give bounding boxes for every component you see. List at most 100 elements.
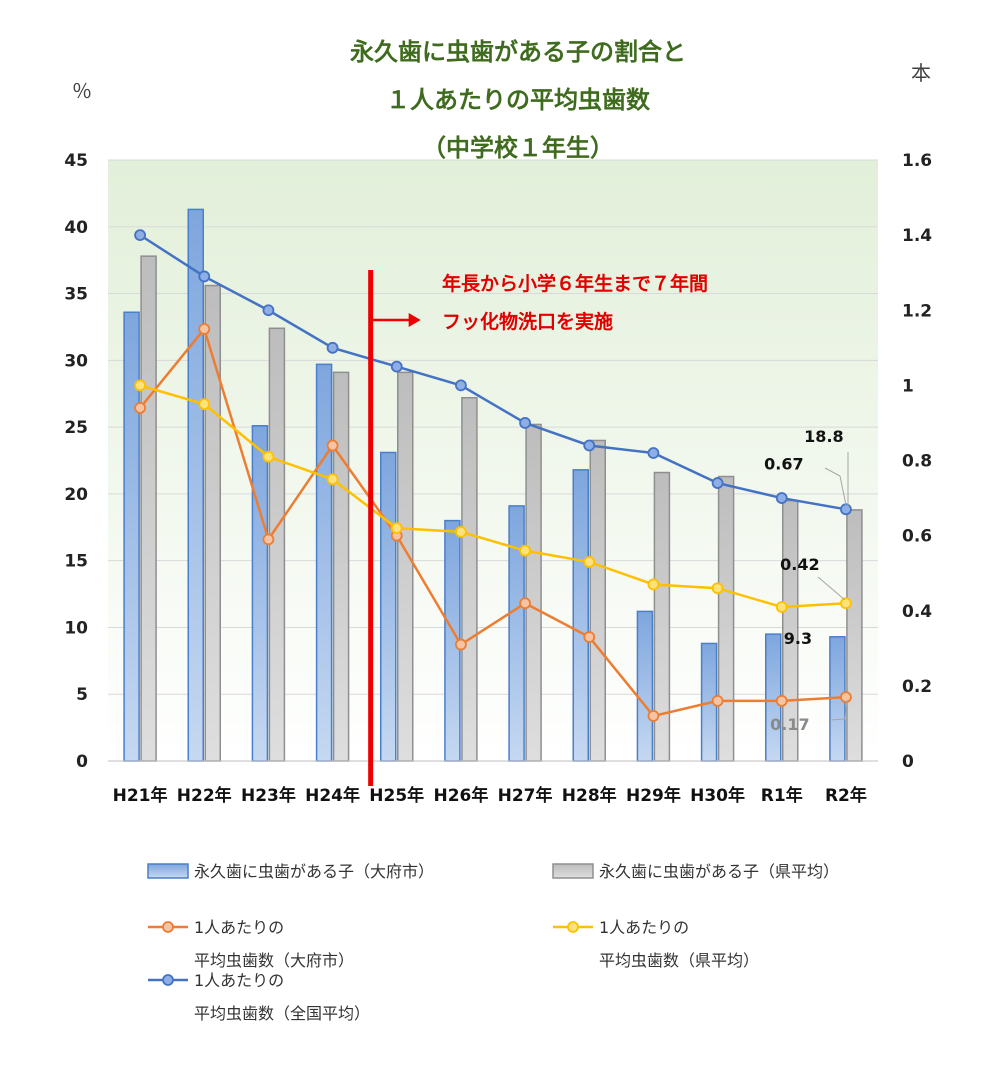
point-nation	[455, 379, 467, 392]
x-axis-tick-label: H25年	[369, 785, 424, 806]
point-city	[840, 691, 852, 704]
bar-pref	[461, 396, 478, 762]
legend-swatch-marker	[567, 921, 579, 933]
data-labels: 18.80.67 0.42 9.3 0.17	[764, 427, 849, 734]
point-city	[262, 533, 275, 546]
left-axis-tick-label: 20	[64, 485, 88, 505]
legend-label: 1人あたりの	[194, 971, 284, 990]
bar-city	[251, 425, 269, 762]
point-city	[711, 695, 724, 707]
left-axis-tick-label: 40	[64, 218, 88, 238]
x-axis-tick-label: R2年	[825, 785, 867, 806]
left-axis-tick-label: 45	[64, 151, 88, 171]
x-axis-tick-label: H23年	[241, 785, 296, 806]
point-pref	[840, 597, 852, 610]
point-nation	[647, 447, 660, 459]
point-nation	[390, 360, 403, 373]
point-pref	[262, 450, 275, 463]
point-city	[198, 323, 211, 335]
point-nation	[775, 492, 788, 504]
point-pref	[134, 379, 146, 392]
chart-title-line-1: 永久歯に虫歯がある子の割合と	[350, 38, 686, 66]
legend-label: 永久歯に虫歯がある子（大府市）	[194, 862, 434, 881]
right-axis-tick-label: 0.8	[902, 452, 932, 472]
legend-label: 平均虫歯数（大府市）	[194, 951, 354, 970]
line-city	[139, 326, 846, 718]
point-pref	[198, 398, 211, 411]
point-city	[326, 439, 339, 452]
point-nation	[326, 341, 339, 354]
chart-title-line-2: １人あたりの平均虫歯数	[386, 86, 651, 114]
right-axis-tick-label: 0.6	[902, 527, 932, 547]
plot-background	[108, 160, 878, 761]
x-axis-tick-label: H22年	[177, 785, 232, 806]
point-pref	[455, 525, 467, 538]
point-city	[583, 631, 596, 643]
point-city	[647, 710, 660, 722]
legend: 永久歯に虫歯がある子（大府市） 永久歯に虫歯がある子（県平均）1人あたりの平均虫歯…	[147, 862, 839, 1023]
annotation-arrow-head	[408, 313, 421, 327]
left-axis-tick-label: 35	[64, 285, 88, 305]
bar-city	[315, 363, 333, 762]
bar-city	[380, 451, 397, 762]
x-axis-tick-label: H24年	[305, 785, 360, 806]
point-city	[775, 695, 788, 707]
point-nation	[840, 503, 852, 516]
annotation-line-1: 年長から小学６年生まで７年間	[442, 272, 708, 295]
data-label-leader	[817, 576, 846, 601]
axes: 0 5 10 15 20 25 30 35 40 45 0 0.2 0.4 0.6 0.8 1 1.2 1.4 1.…	[64, 151, 932, 806]
point-city	[519, 597, 531, 610]
bar-pref	[268, 327, 286, 762]
left-axis-tick-label: 5	[76, 685, 88, 705]
point-pref	[583, 556, 596, 568]
line-nation	[139, 234, 847, 511]
point-pref	[647, 578, 660, 591]
legend-swatch-marker	[162, 921, 174, 933]
legend-swatch-city-bar	[147, 863, 189, 879]
legend-swatch-pref-bar	[552, 863, 594, 879]
data-label-leader	[829, 699, 848, 721]
point-nation	[134, 229, 146, 242]
legend-label: 平均虫歯数（全国平均）	[194, 1004, 370, 1023]
right-axis-tick-label: 1	[902, 376, 914, 396]
point-nation	[262, 304, 275, 317]
point-pref	[711, 582, 724, 595]
right-axis-tick-label: 0	[902, 752, 914, 772]
point-pref	[519, 544, 531, 557]
series-lines	[134, 229, 852, 722]
left-axis-tick-label: 10	[64, 618, 88, 638]
x-axis-tick-label: H27年	[498, 785, 553, 806]
left-axis-unit: ％	[72, 79, 92, 103]
bar-city	[572, 469, 589, 762]
right-axis-tick-label: 1.2	[902, 301, 932, 321]
right-axis-tick-label: 1.4	[902, 226, 932, 246]
left-axis-tick-label: 30	[64, 351, 88, 371]
right-axis-tick-label: 0.4	[902, 602, 932, 622]
x-axis-tick-label: H29年	[626, 785, 681, 806]
left-axis-tick-label: 25	[64, 418, 88, 438]
right-axis-unit: 本	[911, 61, 931, 85]
bar-city	[508, 505, 525, 762]
x-axis-tick-label: H21年	[113, 785, 168, 806]
bar-pref	[589, 439, 606, 762]
line-pref	[139, 384, 846, 609]
x-axis-tick-label: R1年	[761, 785, 803, 806]
legend-label: 永久歯に虫歯がある子（県平均）	[599, 862, 839, 881]
legend-label: 1人あたりの	[599, 918, 689, 937]
legend-label: 1人あたりの	[194, 918, 284, 937]
gridlines	[108, 159, 878, 762]
annotation-arrow	[370, 313, 421, 327]
bar-pref	[717, 475, 735, 762]
bar-city	[636, 610, 654, 762]
right-axis-tick-label: 1.6	[902, 151, 932, 171]
x-axis-tick-label: H28年	[562, 785, 617, 806]
point-pref	[326, 473, 339, 486]
data-label: 0.17	[770, 715, 809, 734]
point-nation	[583, 439, 596, 452]
chart-title-line-3: （中学校１年生）	[422, 134, 614, 162]
right-axis-tick-label: 0.2	[902, 677, 932, 697]
annotation-line-2: フッ化物洗口を実施	[442, 310, 613, 333]
bar-pref	[397, 371, 414, 762]
point-nation	[711, 477, 724, 489]
